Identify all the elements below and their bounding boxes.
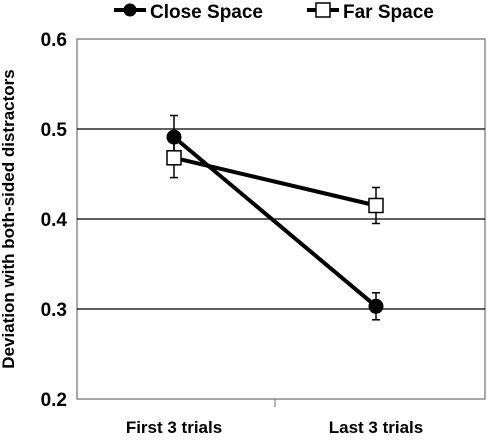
series-layer [166, 114, 384, 321]
x-tick-labels: First 3 trials Last 3 trials [126, 418, 423, 437]
series-line [173, 155, 377, 208]
x-tick-label: Last 3 trials [329, 418, 424, 437]
y-tick-label: 0.4 [41, 210, 68, 231]
legend-label: Close Space [150, 2, 263, 23]
y-tick-label: 0.5 [41, 120, 68, 141]
y-axis-label: Deviation with both-sided distractors [0, 69, 18, 368]
legend-label: Far Space [343, 2, 434, 23]
legend-marker [315, 2, 331, 18]
y-tick-label: 0.3 [41, 300, 67, 321]
legend-item: Far Space [307, 2, 434, 23]
data-point [368, 197, 384, 214]
legend-item: Close Space [114, 2, 263, 23]
gridlines [77, 128, 485, 310]
data-point [166, 150, 182, 166]
y-tick-label: 0.6 [41, 30, 67, 51]
y-tick-labels: 0.2 0.3 0.4 0.5 0.6 [41, 30, 68, 411]
series-far-space [166, 137, 384, 225]
y-tick-label: 0.2 [41, 390, 67, 411]
data-point [368, 298, 384, 314]
x-tick-label: First 3 trials [126, 418, 222, 437]
legend-marker [123, 3, 137, 17]
legend: Close Space Far Space [114, 2, 434, 23]
